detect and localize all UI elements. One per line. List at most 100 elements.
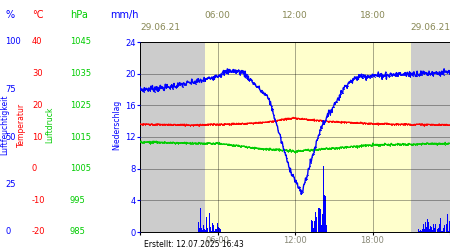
Bar: [423, 224, 424, 232]
Bar: [442, 231, 443, 232]
Bar: [448, 231, 449, 232]
Text: 06:00: 06:00: [205, 10, 230, 20]
Text: 0: 0: [32, 164, 37, 173]
Bar: [432, 230, 433, 232]
Text: mm/h: mm/h: [110, 10, 139, 20]
Text: °C: °C: [32, 10, 44, 20]
Bar: [218, 226, 219, 232]
Text: Temperatur: Temperatur: [17, 103, 26, 147]
Bar: [315, 212, 316, 232]
Bar: [203, 225, 204, 232]
Text: -20: -20: [32, 228, 45, 236]
Bar: [206, 217, 207, 232]
Bar: [199, 228, 200, 232]
Bar: [320, 209, 321, 232]
Text: 1035: 1035: [70, 69, 91, 78]
Text: 20: 20: [32, 101, 42, 110]
Bar: [421, 231, 422, 232]
Bar: [212, 223, 213, 232]
Bar: [419, 230, 420, 232]
Text: 25: 25: [5, 180, 15, 189]
Bar: [418, 229, 419, 232]
Text: 40: 40: [32, 38, 42, 46]
Bar: [449, 220, 450, 232]
Text: 18:00: 18:00: [360, 10, 386, 20]
Bar: [440, 218, 441, 232]
Text: 75: 75: [5, 85, 16, 94]
Bar: [443, 228, 444, 232]
Bar: [444, 225, 445, 232]
Bar: [215, 229, 216, 232]
Bar: [210, 227, 211, 232]
Bar: [319, 208, 320, 232]
Bar: [424, 229, 425, 232]
Text: Luftfeuchtigkeit: Luftfeuchtigkeit: [0, 95, 9, 155]
Bar: [207, 228, 208, 232]
Text: hPa: hPa: [70, 10, 88, 20]
Bar: [433, 224, 434, 232]
Text: 995: 995: [70, 196, 86, 205]
Text: 50: 50: [5, 132, 15, 141]
Bar: [323, 166, 324, 232]
Text: %: %: [5, 10, 14, 20]
Bar: [437, 229, 438, 232]
Text: 1015: 1015: [70, 132, 91, 141]
Bar: [322, 214, 323, 232]
Text: -10: -10: [32, 196, 45, 205]
Bar: [310, 223, 311, 232]
Bar: [325, 196, 326, 232]
Bar: [326, 225, 327, 232]
Bar: [433, 229, 434, 232]
Bar: [438, 228, 439, 232]
Bar: [213, 225, 214, 232]
Text: Niederschlag: Niederschlag: [112, 100, 122, 150]
Bar: [429, 229, 430, 232]
Bar: [312, 222, 313, 232]
Bar: [220, 225, 221, 232]
Bar: [324, 219, 325, 232]
Bar: [422, 229, 423, 232]
Bar: [430, 226, 431, 232]
Bar: [200, 208, 201, 232]
Bar: [209, 213, 210, 232]
Text: 0: 0: [5, 228, 10, 236]
Text: 100: 100: [5, 38, 21, 46]
Bar: [202, 230, 203, 232]
Text: 12:00: 12:00: [282, 10, 308, 20]
Bar: [217, 223, 218, 232]
Bar: [199, 224, 200, 232]
Bar: [314, 205, 315, 232]
Bar: [316, 222, 317, 232]
Bar: [311, 220, 312, 232]
Bar: [198, 222, 199, 232]
Text: Luftdruck: Luftdruck: [45, 107, 54, 143]
Bar: [420, 230, 421, 232]
Text: Erstellt: 12.07.2025 16:43: Erstellt: 12.07.2025 16:43: [144, 240, 244, 249]
Bar: [321, 225, 322, 232]
Bar: [428, 222, 429, 232]
Bar: [207, 215, 208, 232]
Bar: [447, 214, 448, 232]
Bar: [435, 224, 436, 232]
Bar: [411, 42, 450, 232]
Text: 985: 985: [70, 228, 86, 236]
Bar: [214, 230, 215, 232]
Text: 30: 30: [32, 69, 43, 78]
Text: 29.06.21: 29.06.21: [410, 23, 450, 32]
Bar: [210, 230, 211, 232]
Bar: [434, 228, 435, 232]
Text: 10: 10: [32, 132, 42, 141]
Bar: [439, 228, 440, 232]
Bar: [313, 228, 314, 232]
Bar: [425, 222, 426, 232]
Bar: [446, 224, 447, 232]
Bar: [431, 231, 432, 232]
Text: 1005: 1005: [70, 164, 91, 173]
Bar: [324, 195, 325, 232]
Bar: [316, 217, 317, 232]
Bar: [205, 42, 411, 232]
Text: 1025: 1025: [70, 101, 91, 110]
Bar: [445, 223, 446, 232]
Bar: [216, 229, 217, 232]
Bar: [425, 225, 426, 232]
